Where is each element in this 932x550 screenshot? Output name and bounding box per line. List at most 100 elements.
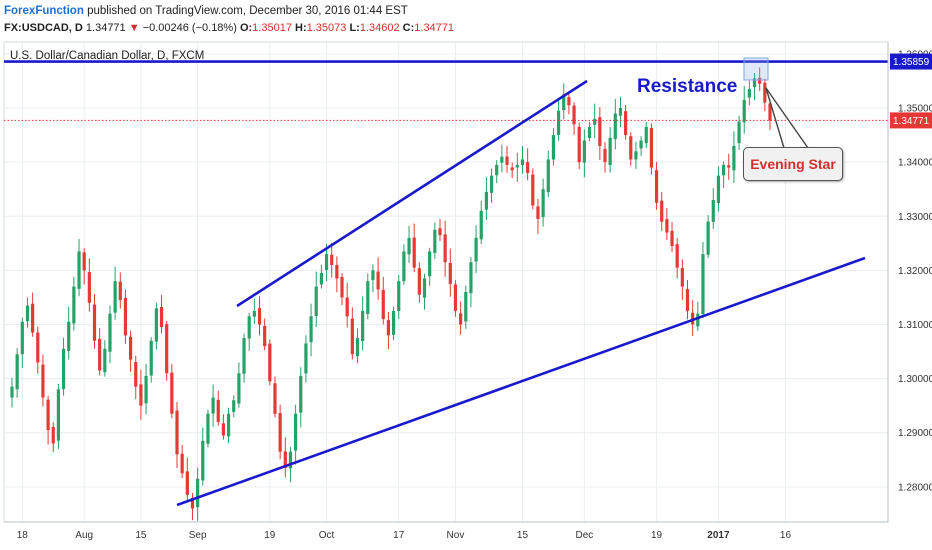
candle-body xyxy=(603,149,607,163)
plot-frame xyxy=(3,41,889,523)
candle-body xyxy=(644,126,648,144)
candle-body xyxy=(541,189,545,217)
candle-body xyxy=(51,426,55,444)
candle-body xyxy=(56,389,61,441)
candle-body xyxy=(366,281,370,314)
candle-body xyxy=(221,423,226,436)
chart-grid xyxy=(3,41,889,523)
candle-body xyxy=(510,167,514,171)
candle-body xyxy=(113,281,117,313)
evening-star-highlight xyxy=(743,57,769,81)
candle-body xyxy=(139,384,143,406)
candle-body xyxy=(582,140,586,163)
candle-body xyxy=(159,307,164,328)
candle-body xyxy=(448,263,452,284)
candle-body xyxy=(654,170,659,203)
candle-body xyxy=(618,108,623,116)
candle-body xyxy=(123,297,128,336)
candle-body xyxy=(128,336,133,360)
candle-body xyxy=(763,82,767,103)
y-tick-label: 1.30000 xyxy=(898,374,932,385)
candle-body xyxy=(572,105,576,125)
open-value: 1.35017 xyxy=(252,22,292,34)
last-price: 1.34771 xyxy=(85,22,126,34)
x-tick-label: 19 xyxy=(651,530,663,541)
candle-body xyxy=(660,200,664,222)
author-link[interactable]: ForexFunction xyxy=(4,5,84,17)
candle-body xyxy=(608,137,612,165)
candle-body xyxy=(685,289,690,311)
candle-body xyxy=(567,97,571,106)
candle-body xyxy=(31,303,35,333)
candle-body xyxy=(216,399,220,422)
candle-body xyxy=(634,151,638,160)
candle-body xyxy=(758,77,762,84)
candle-body xyxy=(294,413,298,451)
candle-body xyxy=(397,281,401,312)
x-tick-label: 18 xyxy=(17,530,29,541)
candle-body xyxy=(252,310,256,317)
candle-body xyxy=(242,338,246,374)
candle-body xyxy=(103,348,107,373)
drawings xyxy=(4,57,888,507)
candle-body xyxy=(92,304,97,341)
candle-body xyxy=(495,164,499,176)
candle-body xyxy=(211,397,215,414)
candle-body xyxy=(324,254,329,271)
candle-body xyxy=(190,498,195,509)
y-tick-label: 1.33000 xyxy=(898,212,932,223)
x-tick-label: 2017 xyxy=(707,530,730,541)
candle-body xyxy=(515,164,519,168)
x-tick-label: 15 xyxy=(135,530,147,541)
x-tick-label: 19 xyxy=(264,530,276,541)
candle-body xyxy=(206,413,210,444)
candle-body xyxy=(283,451,287,468)
resistance-price-tag-text: 1.35859 xyxy=(893,57,930,68)
candle-body xyxy=(752,78,757,88)
candle-body xyxy=(196,478,200,508)
y-tick-label: 1.29000 xyxy=(898,428,932,439)
candle-body xyxy=(536,206,540,219)
resistance-label: Resistance xyxy=(637,76,738,97)
candle-body xyxy=(226,413,231,437)
x-tick-label: Sep xyxy=(189,530,207,541)
candle-body xyxy=(613,113,617,140)
candle-body xyxy=(520,159,525,166)
candle-body xyxy=(474,237,478,262)
candle-body xyxy=(500,156,504,163)
candle-body xyxy=(268,343,272,382)
candle-body xyxy=(639,140,643,149)
candle-body xyxy=(201,440,205,481)
candle-body xyxy=(453,284,458,311)
candle-body xyxy=(706,221,710,255)
candle-body xyxy=(175,410,179,455)
candle-body xyxy=(665,219,669,233)
support-trendline xyxy=(176,256,866,507)
candle-body xyxy=(479,210,483,240)
symbol-label: FX:USDCAD, D xyxy=(4,22,83,34)
candle-body xyxy=(304,343,308,374)
candle-body xyxy=(36,332,40,363)
candle-body xyxy=(134,362,138,387)
candle-body xyxy=(232,400,236,412)
candle-body xyxy=(335,264,339,279)
candle-body xyxy=(407,237,411,255)
candle-body xyxy=(41,364,45,398)
candle-body xyxy=(459,313,463,325)
candle-body xyxy=(376,271,380,290)
candle-body xyxy=(505,156,509,165)
x-tick-label: 16 xyxy=(780,530,792,541)
x-tick-label: 15 xyxy=(517,530,529,541)
candle-body xyxy=(546,159,550,193)
candle-body xyxy=(82,252,86,271)
candle-body xyxy=(165,324,169,374)
candle-body xyxy=(670,230,674,247)
candle-body xyxy=(118,281,122,301)
candle-body xyxy=(737,121,741,144)
candle-body xyxy=(299,375,303,413)
open-label: O: xyxy=(239,22,253,34)
candle-body xyxy=(330,254,334,265)
candle-body xyxy=(319,273,323,285)
candle-body xyxy=(649,128,654,168)
